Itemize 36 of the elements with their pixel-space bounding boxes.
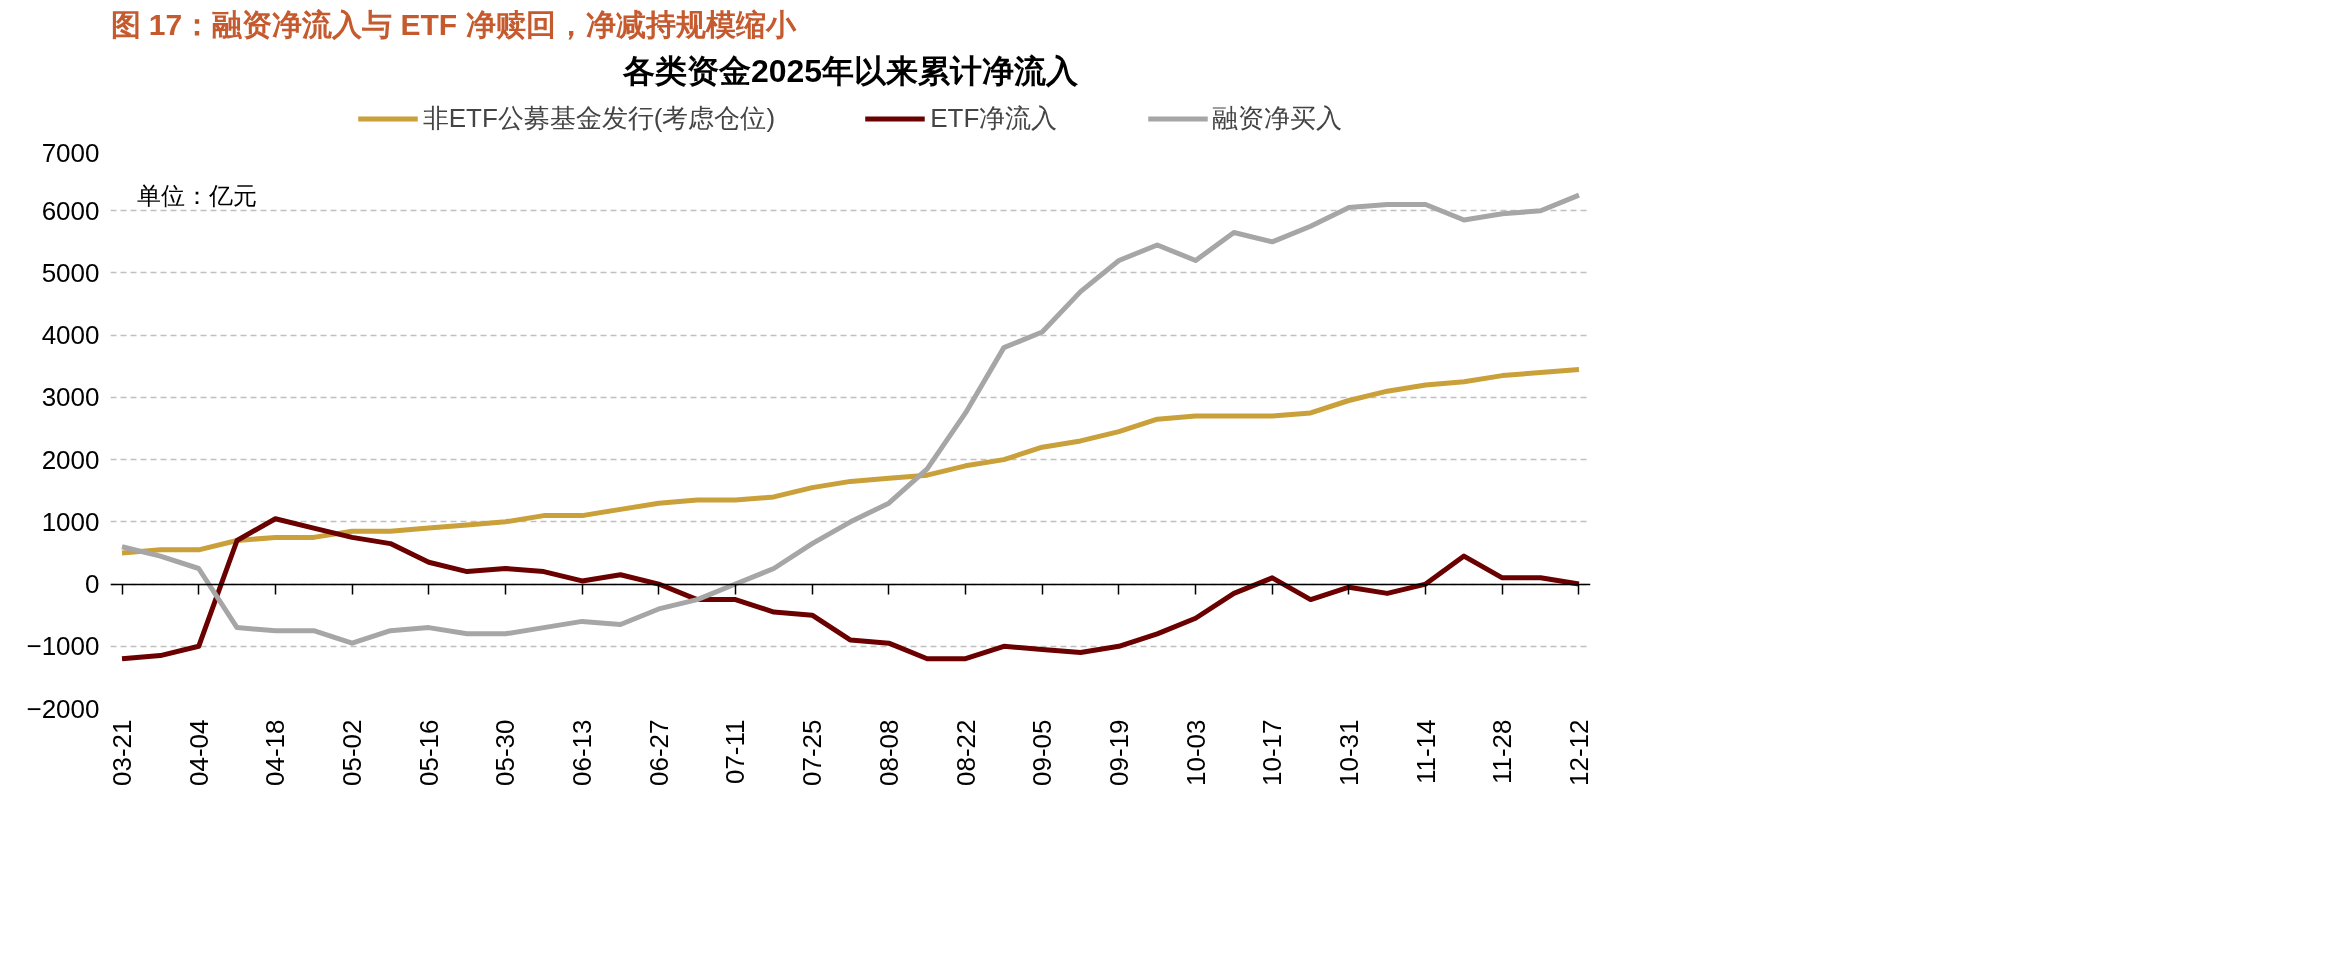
y-tick-label: −1000 [26,631,100,662]
y-tick-label: 4000 [41,320,100,351]
y-tick-label: 7000 [41,137,100,168]
x-tick-label: 03-21 [107,719,137,786]
legend-label: 融资净买入 [1212,101,1343,135]
x-tick-label: 10-17 [1257,719,1288,786]
chart-title: 图 17：融资净流入与 ETF 净赎回，净减持规模缩小 [110,7,797,41]
y-tick-label: −2000 [26,693,100,724]
chart-subtitle: 各类资金2025年以来累计净流入 [621,52,1080,89]
x-tick-label: 09-19 [1103,719,1134,786]
x-tick-label: 11-14 [1410,719,1441,785]
x-tick-label: 10-31 [1333,719,1364,786]
x-tick-label: 05-16 [413,719,444,786]
x-tick-label: 09-05 [1027,719,1058,786]
x-tick-label: 07-25 [797,719,828,786]
x-tick-label: 08-22 [950,719,981,786]
x-tick-label: 04-18 [260,719,291,786]
legend-label: 非ETF公募基金发行(考虑仓位) [422,101,776,135]
legend-label: ETF净流入 [930,101,1058,135]
x-tick-label: 06-27 [643,719,674,786]
x-tick-label: 08-08 [873,719,904,786]
y-tick-label: 3000 [41,382,100,413]
annotation: 单位：亿元 [137,181,257,209]
y-tick-label: 0 [85,569,100,600]
x-tick-label: 04-04 [183,719,214,786]
x-tick-label: 11-28 [1487,719,1518,785]
y-tick-label: 5000 [41,257,100,288]
x-tick-label: 07-11 [720,719,751,785]
x-tick-label: 10-03 [1180,719,1211,786]
y-tick-label: 1000 [41,506,100,537]
x-tick-label: 12-12 [1564,719,1594,786]
y-tick-label: 2000 [41,444,100,475]
y-tick-label: 6000 [41,195,100,226]
x-tick-label: 06-13 [567,719,598,786]
x-tick-label: 05-30 [490,719,521,786]
x-tick-label: 05-02 [337,719,368,786]
